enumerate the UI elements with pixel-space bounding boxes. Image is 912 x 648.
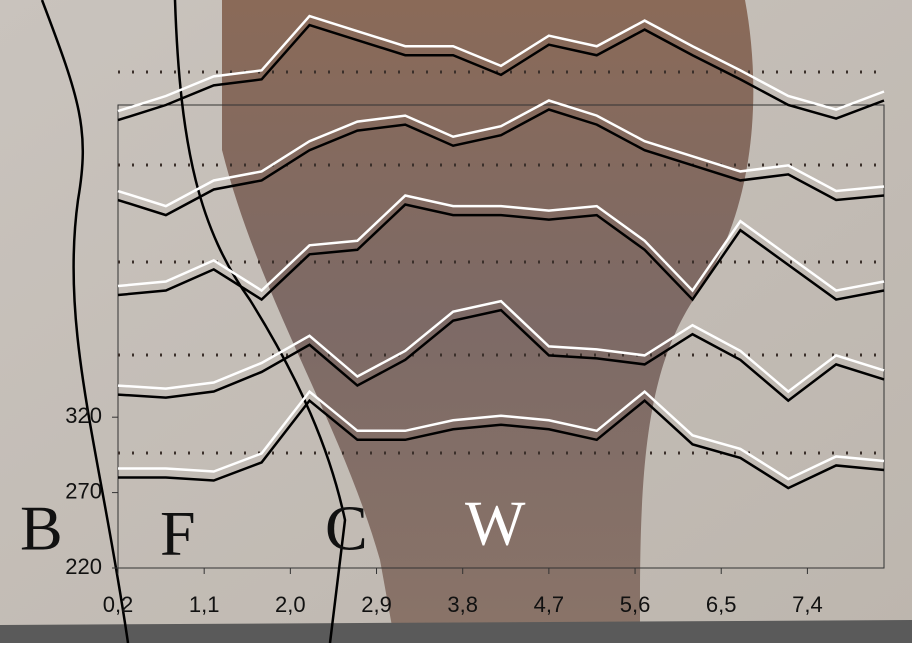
- x-tick-label: 3,8: [447, 592, 478, 617]
- x-tick-label: 6,5: [706, 592, 737, 617]
- bottom-edge: [0, 620, 912, 643]
- annotation: F: [160, 498, 196, 569]
- x-tick-label: 2,9: [361, 592, 392, 617]
- profile-line-highlight: [117, 299, 885, 394]
- x-tick-label: 2,0: [275, 592, 306, 617]
- x-tick-label: 0,2: [103, 592, 134, 617]
- y-tick-label: 220: [65, 554, 102, 579]
- profile-line: [117, 23, 885, 122]
- weld-zone: [222, 0, 754, 643]
- x-tick-label: 4,7: [534, 592, 565, 617]
- annotation: B: [20, 493, 63, 564]
- profile-line-highlight: [117, 194, 885, 293]
- profile-line: [118, 398, 885, 490]
- profile-line: [117, 203, 885, 302]
- x-tick-label: 1,1: [189, 592, 220, 617]
- y-tick-label: 270: [65, 478, 102, 503]
- plot-frame: [117, 104, 885, 569]
- profile-line: [117, 308, 885, 403]
- y-tick-label: 320: [65, 403, 102, 428]
- profile-line-highlight: [117, 14, 885, 113]
- profile-line-highlight: [118, 389, 885, 481]
- x-tick-label: 5,6: [620, 592, 651, 617]
- zone-boundaries: [40, 0, 347, 644]
- annotation: W: [465, 488, 526, 559]
- profile-line: [117, 108, 885, 217]
- profile-line-highlight: [117, 99, 885, 208]
- annotation: C: [325, 493, 368, 564]
- x-tick-label: 7,4: [792, 592, 823, 617]
